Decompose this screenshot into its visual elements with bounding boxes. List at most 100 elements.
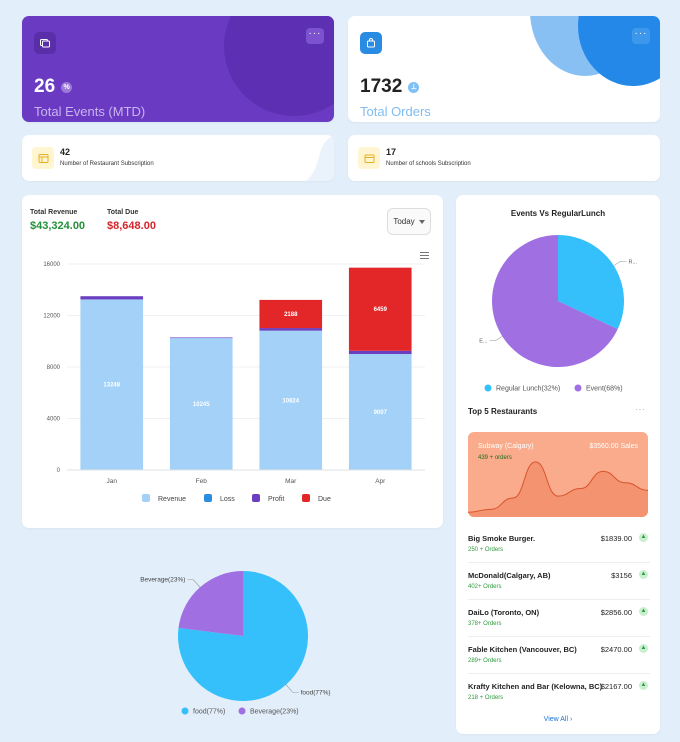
legend-swatch bbox=[142, 494, 150, 502]
y-tick-label: 16000 bbox=[43, 262, 60, 268]
pie-leader-line bbox=[489, 336, 503, 341]
list-item[interactable]: Fable Kitchen (Vancouver, BC) 289+ Order… bbox=[468, 637, 650, 674]
legend-swatch bbox=[252, 494, 260, 502]
bar-profit bbox=[259, 328, 323, 331]
revenue-chart-card: Total Revenue $43,324.00 Total Due $8,64… bbox=[22, 195, 443, 528]
total-revenue-value: $43,324.00 bbox=[30, 220, 86, 232]
events-vs-lunch-pie-chart: R... E... Regular Lunch(32%) Event(68%) bbox=[479, 235, 638, 393]
bar-profit bbox=[169, 337, 233, 339]
pie-leader-line bbox=[613, 261, 627, 266]
sales-area-chart bbox=[468, 461, 648, 517]
orders-more-button[interactable]: ··· bbox=[632, 28, 650, 44]
right-panel-card: Events Vs RegularLunch R... E... Regular L… bbox=[456, 195, 660, 734]
restaurant-list: Big Smoke Burger. 250 + Orders $1839.00 … bbox=[468, 526, 650, 711]
bar-due bbox=[259, 299, 323, 329]
bar-data-label: 9007 bbox=[374, 410, 388, 416]
chart-menu-icon[interactable] bbox=[420, 252, 429, 261]
schools-subscription-count: 17 bbox=[386, 147, 397, 157]
list-item[interactable]: McDonald(Calgary, AB) 402+ Orders $3156 … bbox=[468, 563, 650, 600]
card-decoration bbox=[306, 135, 334, 181]
food-beverage-pie-chart: food(77%) Beverage(23%) food(77%) Beverage(… bbox=[140, 571, 331, 716]
bar-revenue bbox=[259, 330, 323, 470]
total-due-value: $8,648.00 bbox=[107, 220, 156, 232]
x-tick-label: Feb bbox=[196, 478, 208, 485]
shopping-bag-icon bbox=[360, 32, 382, 54]
events-vs-lunch-title: Events Vs RegularLunch bbox=[510, 209, 606, 218]
y-tick-label: 12000 bbox=[43, 314, 60, 320]
calendar-icon bbox=[34, 32, 56, 54]
legend-swatch bbox=[484, 384, 492, 392]
orders-value: 1732 ⊥ bbox=[360, 76, 420, 98]
chevron-up-icon: ▲ bbox=[639, 607, 648, 616]
bar-data-label: 10245 bbox=[193, 402, 210, 408]
events-value: 26 % bbox=[34, 76, 73, 98]
pie-leader-line bbox=[187, 579, 201, 588]
highlight-amount: $3560.00 Sales bbox=[589, 443, 638, 450]
chevron-down-icon bbox=[418, 219, 425, 224]
top5-title: Top 5 Restaurants bbox=[468, 407, 538, 416]
pie-slice bbox=[178, 571, 243, 636]
bar-profit bbox=[80, 296, 144, 300]
chevron-right-icon: › bbox=[570, 716, 573, 723]
highlight-name: Subway (Calgary) bbox=[478, 443, 534, 450]
bar-data-label: 6459 bbox=[374, 307, 388, 313]
events-label: Total Events (MTD) bbox=[34, 104, 146, 119]
period-select[interactable]: Today bbox=[387, 208, 431, 235]
bar-revenue bbox=[80, 299, 144, 470]
restaurant-subscription-card: 42 Number of Restaurant Subscription bbox=[22, 135, 334, 181]
legend-swatch bbox=[181, 707, 189, 715]
highlight-orders: 439 + orders bbox=[478, 455, 512, 461]
pie-leader-line bbox=[285, 684, 299, 693]
legend-label: food(77%) bbox=[193, 709, 225, 716]
bar-revenue bbox=[169, 338, 233, 470]
legend-swatch bbox=[302, 494, 310, 502]
food-beverage-chart-card: food(77%) Beverage(23%) food(77%) Beverage(… bbox=[22, 542, 443, 732]
sales-line bbox=[468, 461, 648, 513]
total-due-label: Total Due bbox=[107, 209, 139, 216]
total-revenue-label: Total Revenue bbox=[30, 209, 78, 216]
restaurant-subscription-count: 42 bbox=[60, 147, 71, 157]
y-tick-label: 8000 bbox=[47, 365, 61, 371]
legend-swatch bbox=[204, 494, 212, 502]
legend-label: Event(68%) bbox=[586, 386, 623, 393]
school-icon bbox=[358, 147, 380, 169]
list-item[interactable]: Big Smoke Burger. 250 + Orders $1839.00 … bbox=[468, 526, 650, 563]
restaurant-subscription-label: Number of Restaurant Subscription bbox=[60, 161, 154, 167]
pie-slice-label: Beverage(23%) bbox=[140, 577, 185, 584]
pie-slice bbox=[492, 235, 618, 367]
legend-label: Regular Lunch(32%) bbox=[496, 386, 560, 393]
bar-profit bbox=[348, 350, 412, 355]
orders-label: Total Orders bbox=[360, 104, 431, 119]
legend-label: Loss bbox=[220, 496, 235, 503]
chevron-up-icon: ▲ bbox=[639, 644, 648, 653]
bar-revenue bbox=[348, 354, 412, 470]
schools-subscription-label: Number of schools Subscription bbox=[386, 161, 471, 167]
events-more-button[interactable]: ··· bbox=[306, 28, 324, 44]
chevron-up-icon: ▲ bbox=[639, 533, 648, 542]
legend-swatch bbox=[238, 707, 246, 715]
total-orders-card: ··· 1732 ⊥ Total Orders bbox=[348, 16, 660, 122]
events-badge: % bbox=[61, 81, 73, 93]
legend-label: Profit bbox=[268, 496, 284, 503]
bar-data-label: 10824 bbox=[282, 398, 299, 404]
list-item[interactable]: DaiLo (Toronto, ON) 378+ Orders $2856.00… bbox=[468, 600, 650, 637]
bar-chart: 0 4000 8000 12000 16000 13248 Jan 10245 Feb 10824… bbox=[43, 262, 425, 503]
pie-slice bbox=[558, 235, 624, 330]
legend-label: Revenue bbox=[158, 496, 186, 503]
table-icon bbox=[32, 147, 54, 169]
list-item[interactable]: Krafty Kitchen and Bar (Kelowna, BC) 218… bbox=[468, 681, 648, 701]
x-tick-label: Mar bbox=[285, 478, 297, 485]
legend-label: Due bbox=[318, 496, 331, 503]
y-tick-label: 0 bbox=[57, 468, 61, 474]
x-tick-label: Apr bbox=[375, 478, 386, 485]
view-all-link[interactable]: View All › bbox=[543, 716, 573, 723]
bar-due bbox=[348, 267, 412, 351]
orders-badge: ⊥ bbox=[408, 81, 420, 93]
legend-label: Beverage(23%) bbox=[250, 709, 299, 716]
chevron-up-icon: ▲ bbox=[639, 681, 648, 690]
legend-swatch bbox=[574, 384, 582, 392]
x-tick-label: Jan bbox=[107, 478, 118, 485]
total-events-card: ··· 26 % Total Events (MTD) bbox=[22, 16, 334, 122]
bar-data-label: 2188 bbox=[284, 312, 298, 318]
top5-more-button[interactable]: ··· bbox=[635, 405, 646, 414]
